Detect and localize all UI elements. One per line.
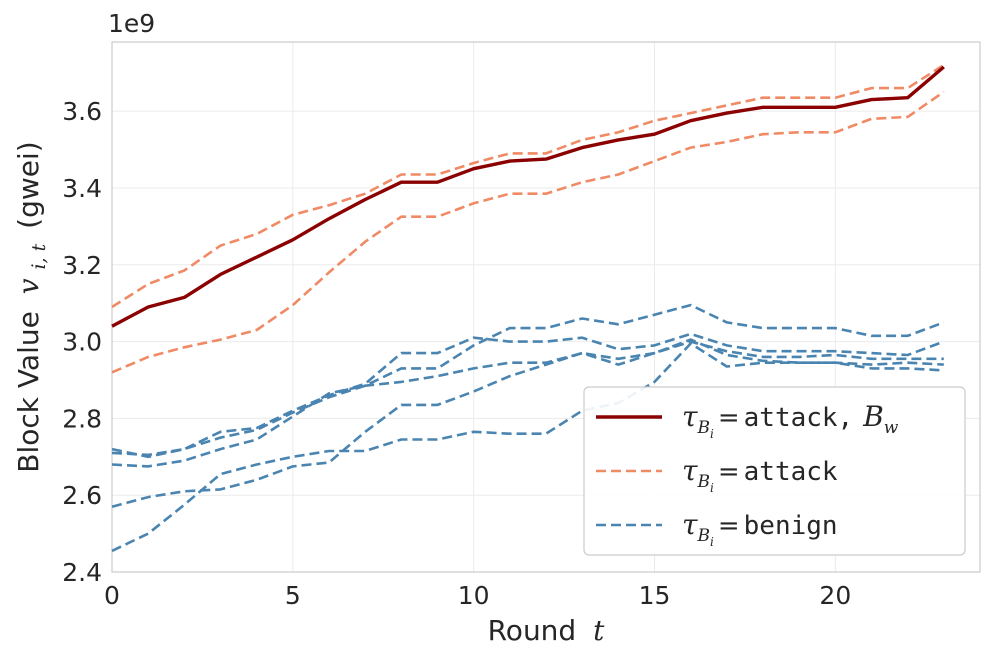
y-axis-label-unit: (gwei) (12, 141, 45, 229)
legend-label: τBi= attack, Bw (682, 400, 899, 441)
x-tick-labels: 0 5 10 15 20 (104, 581, 851, 610)
x-tick-label: 5 (285, 581, 301, 610)
x-axis-label: Round t (488, 614, 606, 647)
series-line-attack_1 (111, 63, 945, 309)
legend-box (583, 386, 966, 556)
x-tick-label: 10 (458, 581, 490, 610)
legend-entry-attack_bw: τBi= attack, Bw (596, 400, 899, 441)
y-axis-label-subscript: i, t (28, 243, 50, 269)
legend: τBi= attack, Bw τBi= attack τBi= benign (583, 386, 966, 556)
y-tick-label: 2.6 (62, 481, 102, 510)
legend-entry-attack: τBi= attack (596, 454, 838, 495)
series-line-benign_4 (111, 338, 944, 508)
y-tick-label: 3.2 (62, 251, 102, 280)
y-tick-label: 2.4 (62, 558, 102, 587)
legend-label: τBi= benign (682, 508, 838, 549)
y-axis-label-text: Block Value (12, 311, 45, 473)
x-tick-label: 0 (104, 581, 120, 610)
legend-label: τBi= attack (682, 454, 838, 495)
x-axis-label-text: Round (488, 614, 577, 647)
y-axis-label-var: v (12, 278, 45, 294)
y-tick-label: 3.4 (62, 174, 102, 203)
x-tick-label: 20 (819, 581, 851, 610)
series-line-attack_bw (111, 65, 945, 328)
y-tick-labels: 2.4 2.6 2.8 3.0 3.2 3.4 3.6 (62, 97, 102, 587)
series-line-attack_2 (111, 90, 945, 374)
y-tick-label: 3.0 (62, 328, 102, 357)
series-layer (111, 63, 945, 553)
series-line-benign_2 (111, 332, 945, 459)
y-axis-label: Block Value v i, t (gwei) (12, 141, 52, 472)
y-tick-label: 2.8 (62, 404, 102, 433)
y-offset-text: 1e9 (108, 9, 155, 38)
series-line-benign_1 (111, 303, 945, 457)
x-tick-label: 15 (639, 581, 671, 610)
y-tick-label: 3.6 (62, 97, 102, 126)
x-axis-label-var: t (593, 614, 605, 647)
series-line-benign_3 (111, 340, 944, 468)
legend-entry-benign: τBi= benign (596, 508, 838, 549)
